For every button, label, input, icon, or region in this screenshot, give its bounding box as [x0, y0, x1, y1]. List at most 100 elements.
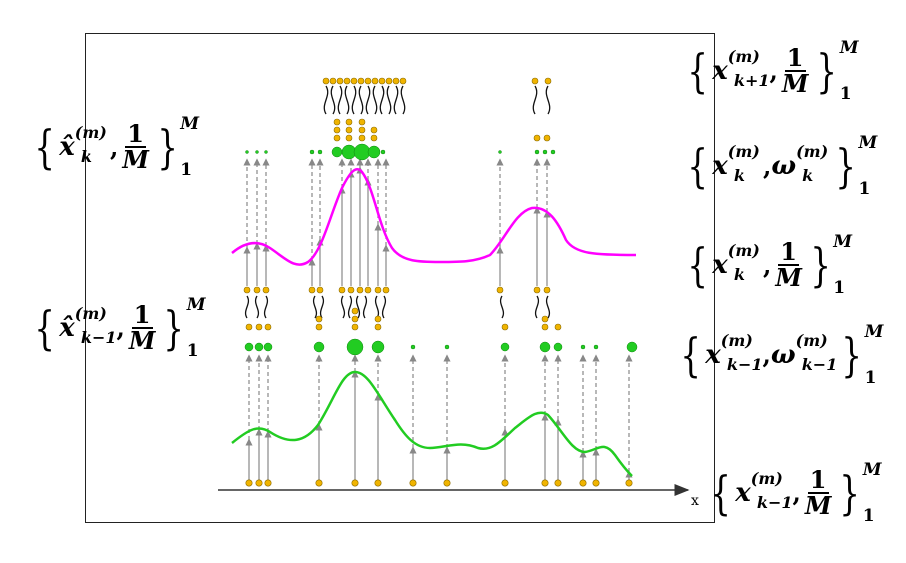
propagation-squiggle-top: [365, 85, 371, 115]
propagation-squiggle: [355, 295, 361, 319]
propagation-squiggle-top: [344, 85, 350, 115]
predicted-particle-k-plus-1: [364, 77, 372, 85]
resampled-particle-k-minus-1: [374, 323, 382, 331]
resampled-particle-k-minus-1: [351, 315, 359, 323]
resampled-particle-k-minus-1: [264, 323, 272, 331]
propagation-squiggle-top: [337, 85, 343, 115]
predicted-particle-k: [243, 286, 251, 294]
propagation-squiggle-top: [372, 85, 378, 115]
weighted-particle-k-minus-1: [500, 342, 510, 352]
predicted-particle-k-plus-1: [322, 77, 330, 85]
resampled-particle-k-minus-1: [374, 315, 382, 323]
predicted-particle-k-plus-1: [544, 77, 552, 85]
base-particle: [625, 479, 633, 487]
predicted-particle-k: [382, 286, 390, 294]
propagation-squiggle-top: [393, 85, 399, 115]
resampled-particle-k-minus-1: [245, 323, 253, 331]
propagation-squiggle-top: [545, 85, 551, 115]
label-weighted-k: {x(m)k ,ω(m)k} M 1: [687, 133, 878, 199]
base-particle: [541, 479, 549, 487]
propagation-squiggle: [534, 295, 540, 319]
resampled-particle-k: [370, 134, 378, 142]
resampled-particle-k-minus-1: [351, 323, 359, 331]
base-particle: [554, 479, 562, 487]
predicted-particle-k: [316, 286, 324, 294]
resampled-particle-k-minus-1: [541, 323, 549, 331]
propagation-squiggle-top: [351, 85, 357, 115]
propagation-squiggle: [244, 295, 250, 319]
predicted-particle-k-plus-1: [371, 77, 379, 85]
propagation-squiggle-top: [532, 85, 538, 115]
posterior-weight-curve: [231, 168, 637, 266]
label-bottom-right: {x(m)k−1, 1 M} M 1: [710, 460, 882, 526]
propagation-squiggle: [381, 295, 387, 319]
weighted-particle-k-minus-1: [313, 341, 325, 353]
propagation-squiggle: [254, 295, 260, 319]
base-particle: [245, 479, 253, 487]
propagation-squiggle: [312, 295, 318, 319]
weighted-particle-k: [534, 149, 540, 155]
predicted-particle-k-plus-1: [329, 77, 337, 85]
weighted-particle-k-minus-1: [254, 342, 264, 352]
weighted-particle-k-minus-1: [539, 341, 551, 353]
propagation-squiggle-top: [358, 85, 364, 115]
base-particle: [351, 479, 359, 487]
base-particle: [592, 479, 600, 487]
weighted-particle-k: [353, 143, 371, 161]
propagation-squiggle: [340, 295, 346, 319]
base-particle: [264, 479, 272, 487]
predicted-particle-k: [338, 286, 346, 294]
weighted-particle-k-minus-1: [553, 342, 563, 352]
label-left-lower: {x̂(m)k−1, 1 M} M 1: [34, 295, 206, 361]
base-particle: [374, 479, 382, 487]
label-weighted-k-minus-1: {x(m)k−1,ω(m)k−1} M 1: [680, 322, 884, 388]
weighted-particle-k-minus-1: [371, 340, 385, 354]
prior-weight-curve: [231, 370, 633, 477]
diagram-frame: [85, 33, 715, 523]
resampled-particle-k: [345, 126, 353, 134]
base-particle: [409, 479, 417, 487]
resampled-particle-k: [345, 118, 353, 126]
resampled-particle-k-minus-1: [351, 307, 359, 315]
predicted-particle-k: [347, 286, 355, 294]
predicted-particle-k-plus-1: [392, 77, 400, 85]
propagation-squiggle-top: [379, 85, 385, 115]
predicted-particle-k: [356, 286, 364, 294]
propagation-squiggle-top: [323, 85, 329, 115]
resampled-particle-k-minus-1: [315, 315, 323, 323]
weighted-particle-k: [367, 145, 381, 159]
weighted-particle-k-minus-1: [346, 338, 364, 356]
weighted-particle-k: [309, 149, 315, 155]
predicted-particle-k-plus-1: [385, 77, 393, 85]
weighted-particle-k-minus-1: [410, 344, 416, 350]
predicted-particle-k: [253, 286, 261, 294]
propagation-squiggle: [347, 295, 353, 319]
weighted-particle-k-minus-1: [263, 342, 273, 352]
weighted-particle-k: [542, 149, 548, 155]
base-particle: [315, 479, 323, 487]
resampled-particle-k-minus-1: [501, 323, 509, 331]
weighted-particle-k: [550, 149, 556, 155]
resampled-particle-k-minus-1: [554, 323, 562, 331]
predicted-particle-k: [262, 286, 270, 294]
predicted-particle-k-plus-1: [399, 77, 407, 85]
predicted-particle-k: [308, 286, 316, 294]
propagation-squiggle: [545, 295, 551, 319]
propagation-squiggle: [374, 295, 380, 319]
x-axis-label: x: [691, 493, 699, 509]
resampled-particle-k: [358, 126, 366, 134]
label-top-right: {x(m)k+1, 1 M} M 1: [687, 38, 859, 104]
weighted-particle-k: [255, 150, 259, 154]
weighted-particle-k: [317, 149, 323, 155]
predicted-particle-k: [496, 286, 504, 294]
weighted-particle-k-minus-1: [593, 344, 599, 350]
weighted-particle-k: [245, 150, 249, 154]
predicted-particle-k: [374, 286, 382, 294]
weighted-particle-k: [498, 150, 502, 154]
resampled-particle-k-minus-1: [315, 323, 323, 331]
weighted-particle-k: [264, 150, 268, 154]
weighted-particle-k: [331, 146, 343, 158]
resampled-particle-k: [333, 134, 341, 142]
predicted-particle-k-plus-1: [343, 77, 351, 85]
